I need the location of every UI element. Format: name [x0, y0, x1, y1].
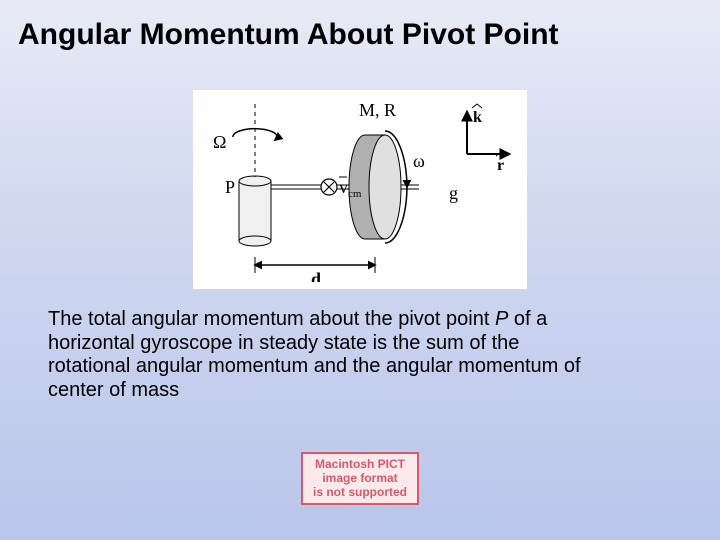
pict-line3: is not supported	[313, 485, 407, 499]
body-line1b: of a	[508, 308, 547, 330]
svg-text:r: r	[497, 157, 504, 174]
body-P-italic: P	[495, 308, 508, 330]
diagram-svg: M, RωΩPgdvcmkr	[195, 92, 525, 282]
svg-text:Ω: Ω	[213, 132, 226, 152]
svg-text:k: k	[473, 109, 482, 126]
body-line3: rotational angular momentum and the angu…	[48, 355, 581, 377]
slide: Angular Momentum About Pivot Point M, R ω…	[0, 0, 720, 540]
pict-line2: image format	[322, 471, 397, 485]
svg-text:g: g	[449, 183, 458, 203]
slide-title: Angular Momentum About Pivot Point	[18, 18, 702, 52]
body-line1a: The total angular momentum about the piv…	[48, 308, 495, 330]
pict-line1: Macintosh PICT	[315, 457, 405, 471]
pict-error-box: Macintosh PICT image format is not suppo…	[301, 452, 419, 505]
svg-text:M, R: M, R	[359, 100, 396, 120]
body-paragraph: The total angular momentum about the piv…	[48, 308, 672, 402]
svg-text:d: d	[311, 269, 321, 282]
body-line4: center of mass	[48, 379, 179, 401]
body-line2: horizontal gyroscope in steady state is …	[48, 332, 519, 354]
svg-text:ω: ω	[413, 151, 425, 171]
svg-text:P: P	[225, 177, 235, 197]
gyroscope-diagram: M, RωΩPgdvcmkr	[193, 90, 527, 289]
